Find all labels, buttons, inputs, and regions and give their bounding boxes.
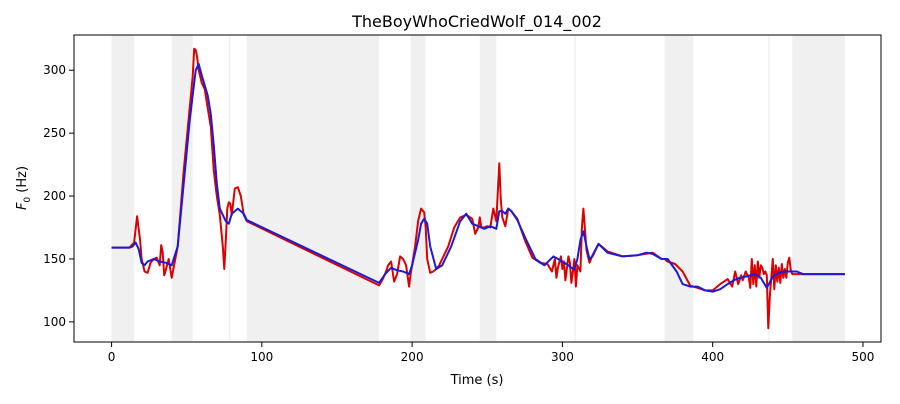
chart-title: TheBoyWhoCriedWolf_014_002 (351, 12, 602, 32)
y-tick-label: 250 (43, 126, 66, 140)
unvoiced-region (574, 35, 576, 342)
x-axis-ticks: 0 100 200 300 400 500 (108, 342, 875, 364)
unvoiced-region (792, 35, 845, 342)
y-tick-label: 200 (43, 189, 66, 203)
y-axis-label-base: F (15, 202, 30, 210)
y-axis-ticks: 100 150 200 250 300 (43, 63, 74, 329)
unvoiced-regions (111, 35, 845, 342)
x-tick-label: 500 (852, 350, 875, 364)
plot-frame (73, 34, 882, 343)
unvoiced-region (479, 35, 497, 342)
unvoiced-region (111, 35, 135, 342)
unvoiced-region (246, 35, 380, 342)
y-axis-label-subscript: 0 (23, 197, 33, 203)
y-axis-label: F0 (Hz) (15, 166, 33, 210)
unvoiced-region (768, 35, 770, 342)
unvoiced-region (228, 35, 231, 342)
x-tick-label: 300 (551, 350, 574, 364)
y-axis-label-unit: (Hz) (15, 166, 30, 197)
x-axis-label: Time (s) (450, 373, 504, 388)
x-tick-label: 200 (401, 350, 424, 364)
unvoiced-region (664, 35, 694, 342)
x-tick-label: 400 (701, 350, 724, 364)
f0-blue-series-line (111, 62, 845, 293)
y-tick-label: 100 (43, 315, 66, 329)
y-tick-label: 300 (43, 63, 66, 77)
x-tick-label: 100 (250, 350, 273, 364)
unvoiced-region (410, 35, 426, 342)
y-tick-label: 150 (43, 252, 66, 266)
series-lines (111, 47, 845, 330)
f0-red-series-line (111, 47, 845, 330)
x-tick-label: 0 (108, 350, 116, 364)
